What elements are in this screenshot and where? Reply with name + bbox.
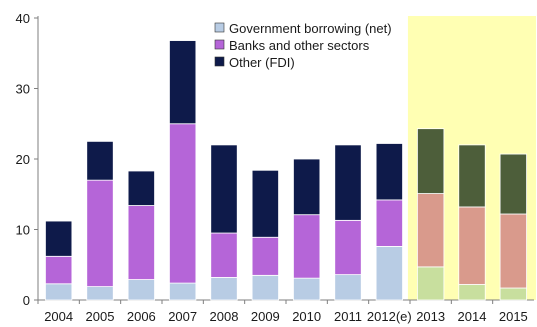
bar-segment-2009-series-3 <box>251 169 279 238</box>
bar-segment-2008-series-1 <box>210 277 238 301</box>
legend-label-3: Other (FDI) <box>229 55 295 70</box>
bar-segment-2012(e)-series-3 <box>375 143 403 201</box>
bar-segment-2012(e)-series-1 <box>375 246 403 301</box>
x-tick-label: 2011 <box>334 309 362 324</box>
bar-segment-2008-series-3 <box>210 144 238 234</box>
bar-segment-2010-series-3 <box>293 158 321 216</box>
bar-segment-2015-series-1 <box>499 287 527 301</box>
bar-segment-2015-series-3 <box>499 153 527 215</box>
x-tick-label: 2010 <box>292 309 321 324</box>
bar-segment-2013-series-2 <box>417 193 445 268</box>
y-tick-label: 20 <box>16 152 30 167</box>
bar-segment-2004-series-1 <box>45 283 73 301</box>
x-tick-label: 2015 <box>499 309 528 324</box>
bar-segment-2007-series-2 <box>169 123 197 284</box>
bar-segment-2007-series-1 <box>169 282 197 301</box>
x-tick-label: 2014 <box>458 309 487 324</box>
legend-swatch-1 <box>214 22 225 33</box>
x-tick-label: 2007 <box>168 309 197 324</box>
x-tick-label: 2009 <box>251 309 280 324</box>
bar-segment-2006-series-1 <box>127 279 155 301</box>
bar-segment-2011-series-3 <box>334 144 362 221</box>
bar-segment-2006-series-3 <box>127 170 155 206</box>
bar-segment-2013-series-1 <box>417 266 445 301</box>
y-tick-label: 30 <box>16 82 30 97</box>
bar-segment-2007-series-3 <box>169 40 197 125</box>
bar-segment-2009-series-2 <box>251 236 279 276</box>
bar-segment-2013-series-3 <box>417 128 445 194</box>
x-tick-label: 2013 <box>416 309 445 324</box>
x-tick-label: 2008 <box>210 309 239 324</box>
y-tick-label: 0 <box>23 293 30 308</box>
bar-segment-2008-series-2 <box>210 232 238 278</box>
bar-segment-2005-series-3 <box>86 140 114 181</box>
bar-segment-2009-series-1 <box>251 274 279 301</box>
bar-segment-2005-series-2 <box>86 179 114 288</box>
legend-label-1: Government borrowing (net) <box>229 21 392 36</box>
legend-label-2: Banks and other sectors <box>229 38 370 53</box>
bar-segment-2004-series-2 <box>45 255 73 285</box>
x-tick-label: 2012(e) <box>367 309 412 324</box>
y-tick-label: 10 <box>16 223 30 238</box>
bar-segment-2015-series-2 <box>499 213 527 289</box>
y-tick-label: 40 <box>16 11 30 26</box>
legend-swatch-3 <box>214 56 225 67</box>
bar-segment-2010-series-1 <box>293 277 321 301</box>
bar-segment-2012(e)-series-2 <box>375 199 403 247</box>
bar-segment-2011-series-1 <box>334 274 362 301</box>
bar-segment-2004-series-3 <box>45 220 73 257</box>
bar-segment-2014-series-3 <box>458 144 486 208</box>
x-tick-label: 2005 <box>86 309 115 324</box>
x-tick-label: 2006 <box>127 309 156 324</box>
x-tick-label: 2004 <box>44 309 73 324</box>
bar-segment-2014-series-2 <box>458 206 486 285</box>
bar-segment-2010-series-2 <box>293 214 321 279</box>
bar-segment-2014-series-1 <box>458 284 486 301</box>
bar-segment-2011-series-2 <box>334 219 362 276</box>
bar-segment-2005-series-1 <box>86 286 114 301</box>
bar-segment-2006-series-2 <box>127 205 155 280</box>
legend-swatch-2 <box>214 39 225 50</box>
